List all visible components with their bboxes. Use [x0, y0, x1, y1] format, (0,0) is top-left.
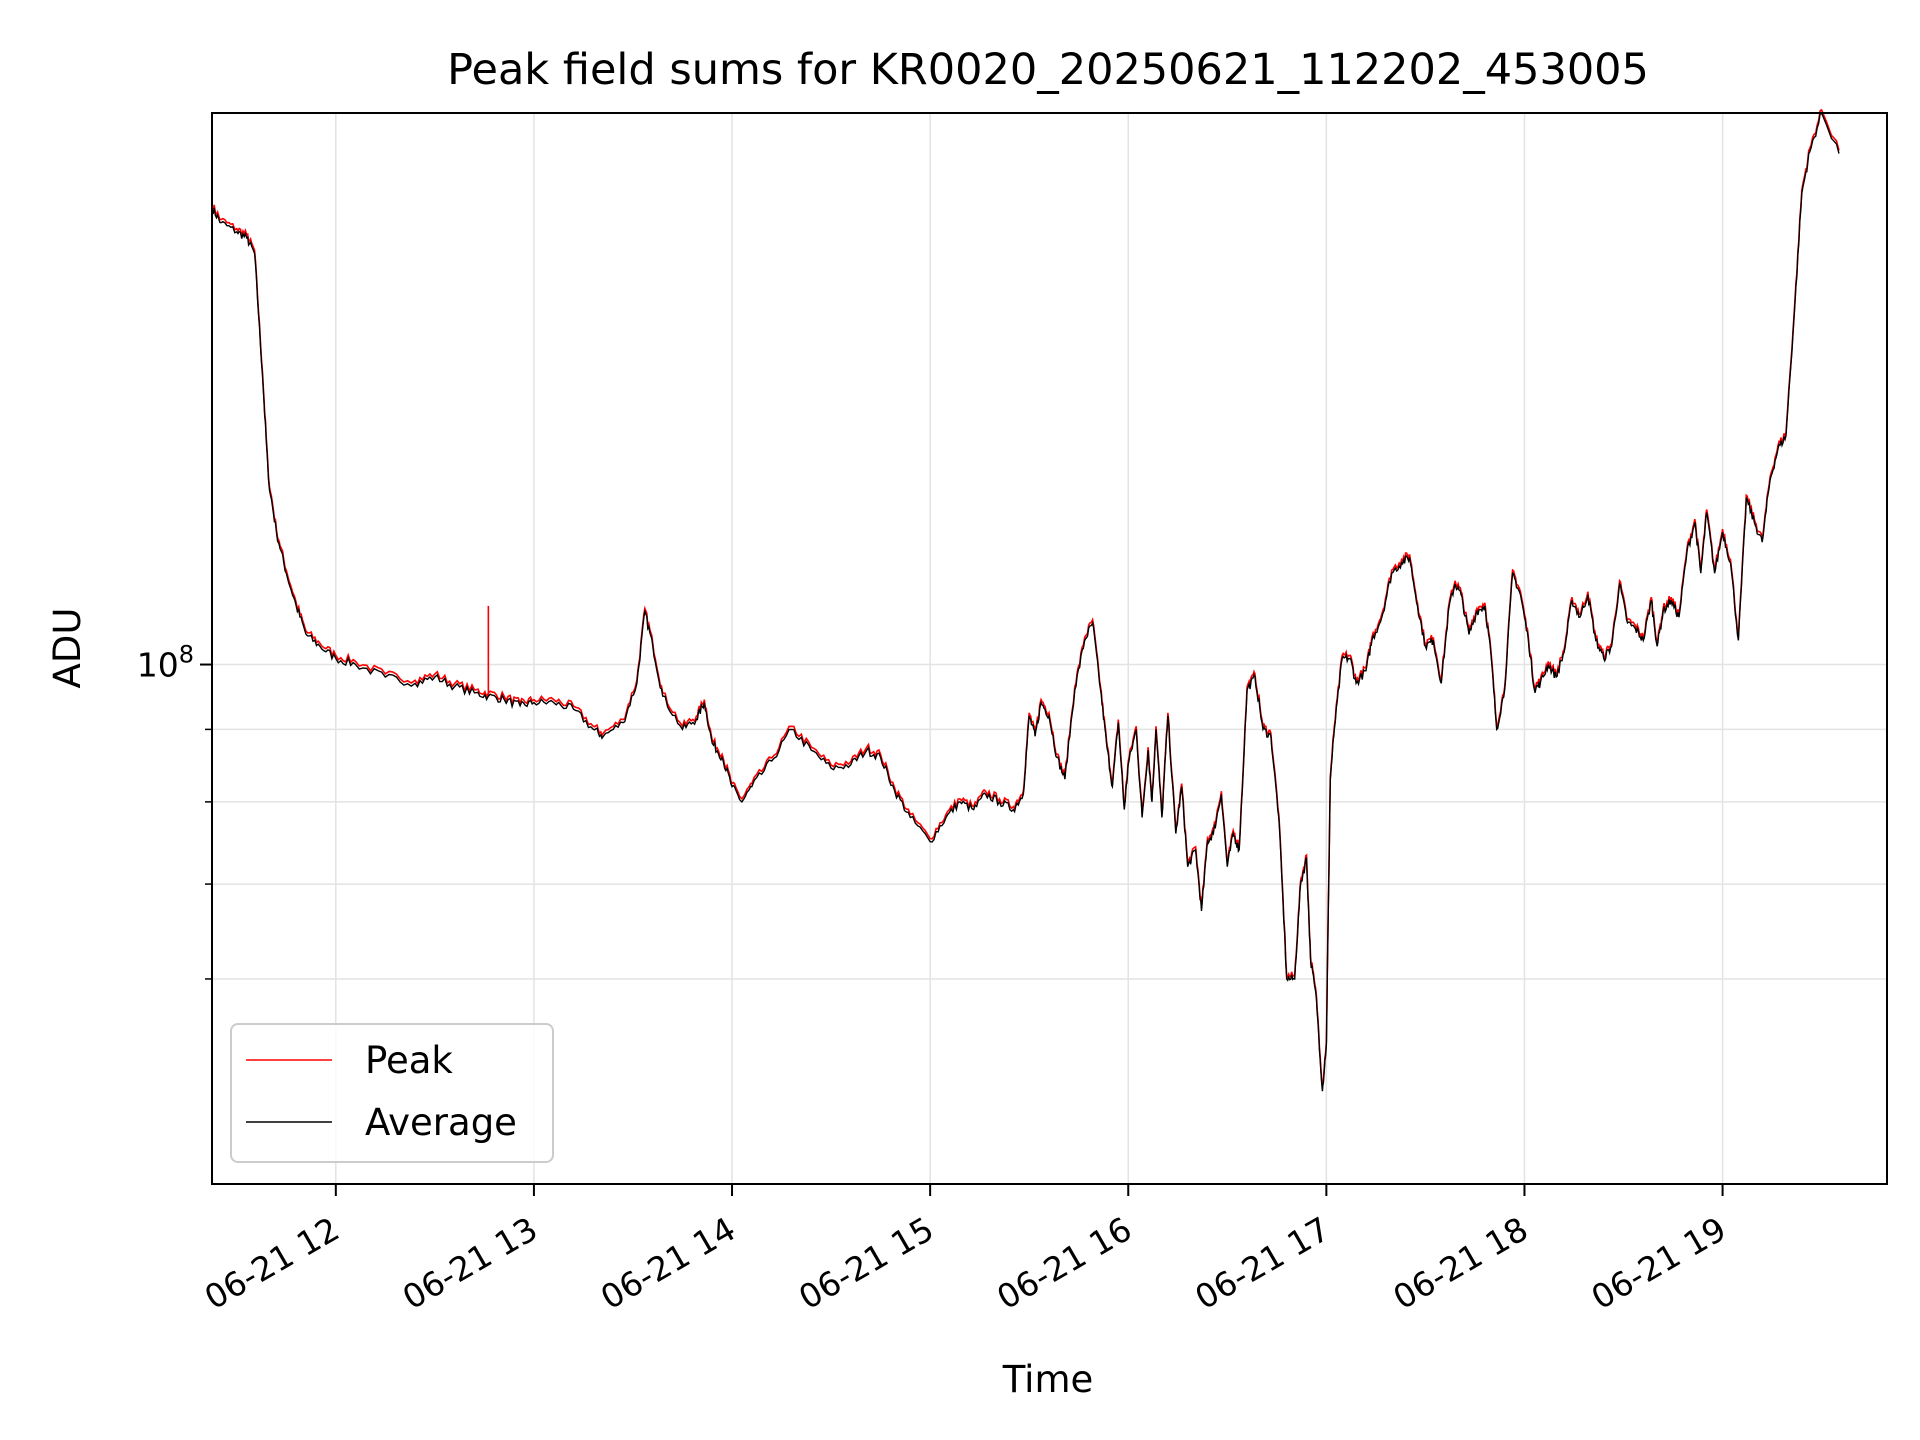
- y-tick-label: 108: [137, 641, 194, 685]
- x-axis-label: Time: [1002, 1358, 1094, 1401]
- grid: [212, 113, 1887, 1184]
- series-layer: [211, 108, 1840, 1092]
- legend: Peak Average: [230, 1023, 554, 1163]
- legend-peak-label: Peak: [365, 1039, 453, 1082]
- y-axis-label: ADU: [46, 608, 89, 689]
- legend-frame: [230, 1023, 554, 1163]
- chart-title: Peak field sums for KR0020_20250621_1122…: [447, 45, 1649, 95]
- plot-frame: [211, 112, 1888, 1185]
- y-axis-ticks: 108: [137, 641, 212, 980]
- legend-average-label: Average: [365, 1101, 517, 1144]
- series-average-line: [211, 111, 1840, 1092]
